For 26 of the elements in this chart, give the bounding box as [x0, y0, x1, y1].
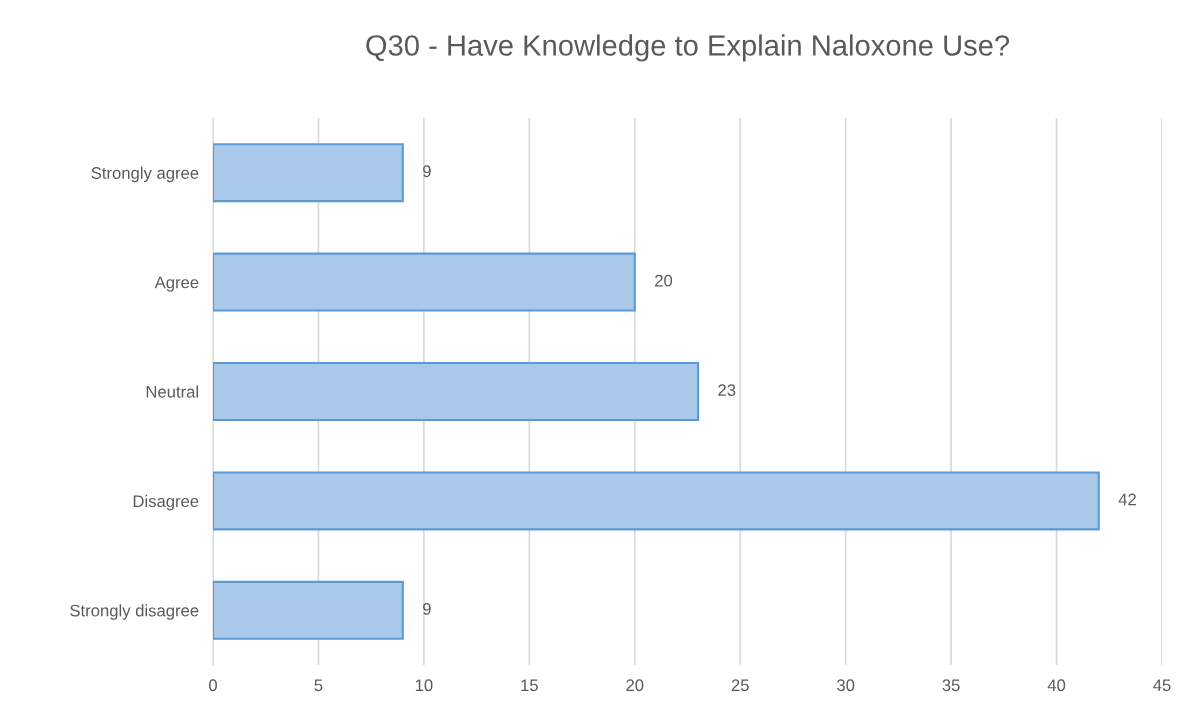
- data-label: 9: [423, 165, 431, 178]
- x-tick-label: 10: [415, 679, 433, 692]
- bar: [213, 362, 700, 421]
- y-tick-label: Disagree: [133, 494, 199, 511]
- x-tick-label: 20: [626, 679, 644, 692]
- y-tick-label: Strongly disagree: [70, 604, 199, 620]
- x-tick-label: 15: [521, 679, 538, 692]
- x-tick-label: 5: [314, 679, 323, 692]
- x-tick-label: 25: [731, 679, 749, 692]
- x-tick-label: 40: [1047, 679, 1066, 692]
- data-label: 23: [718, 384, 736, 396]
- x-tick-label: 45: [1153, 679, 1171, 692]
- y-tick-label: Neutral: [146, 385, 198, 398]
- y-tick-label: Agree: [154, 276, 199, 292]
- data-label: 20: [655, 274, 673, 287]
- data-label: 9: [423, 602, 431, 615]
- x-tick-label: 35: [942, 679, 960, 692]
- x-tick-label: 0: [209, 679, 217, 692]
- bar: [213, 471, 1100, 531]
- bar: [213, 580, 404, 640]
- bar: [213, 252, 636, 312]
- chart-title: Q30 - Have Knowledge to Explain Naloxone Use?: [366, 34, 1010, 62]
- x-tick-label: 30: [837, 679, 855, 692]
- data-label: 42: [1118, 493, 1136, 506]
- y-tick-label: Strongly agree: [91, 166, 199, 183]
- bar: [213, 143, 404, 203]
